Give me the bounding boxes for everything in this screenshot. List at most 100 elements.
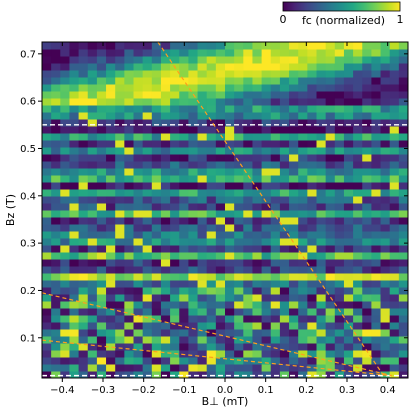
heatmap-cell <box>78 175 89 183</box>
heatmap-cell <box>160 49 171 57</box>
heatmap-cell <box>353 133 363 141</box>
heatmap-cell <box>142 357 153 365</box>
heatmap-cell <box>124 70 134 78</box>
heatmap-cell <box>69 105 80 113</box>
heatmap-cell <box>398 203 409 211</box>
heatmap-cell <box>69 245 80 253</box>
heatmap-cell <box>398 329 409 337</box>
heatmap-cell <box>60 238 70 246</box>
heatmap-cell <box>96 371 107 379</box>
heatmap-cell <box>51 112 61 120</box>
heatmap-cell <box>353 91 363 99</box>
heatmap-cell <box>160 343 171 351</box>
heatmap-cell <box>353 210 363 218</box>
heatmap-cell <box>261 49 272 57</box>
heatmap-cell <box>60 259 70 267</box>
heatmap-cell <box>124 133 134 141</box>
heatmap-cell <box>60 224 70 232</box>
heatmap-cell <box>69 231 80 239</box>
heatmap-cell <box>343 343 354 351</box>
heatmap-cell <box>115 203 125 211</box>
heatmap-cell <box>60 175 70 183</box>
heatmap-cell <box>78 70 89 78</box>
y-tick-label: 0.7 <box>20 49 36 60</box>
heatmap-cell <box>142 273 153 281</box>
heatmap-cell <box>151 84 162 92</box>
heatmap-cell <box>197 287 208 295</box>
heatmap-cell <box>270 112 281 120</box>
heatmap-cell <box>234 147 244 155</box>
heatmap-cell <box>78 350 89 358</box>
heatmap-cell <box>252 357 263 365</box>
heatmap-cell <box>206 280 217 288</box>
heatmap-cell <box>298 308 308 316</box>
heatmap-cell <box>380 308 391 316</box>
heatmap-cell <box>124 364 134 372</box>
heatmap-cell <box>87 245 98 253</box>
heatmap-cell <box>316 133 327 141</box>
heatmap-cell <box>51 252 61 260</box>
heatmap-cell <box>307 175 317 183</box>
heatmap-cell <box>270 364 281 372</box>
heatmap-cell <box>343 329 354 337</box>
heatmap-cell <box>353 336 363 344</box>
heatmap-cell <box>307 77 317 85</box>
heatmap-cell <box>133 91 144 99</box>
heatmap-cell <box>160 133 171 141</box>
heatmap-cell <box>289 63 299 71</box>
heatmap-cell <box>188 196 199 204</box>
heatmap-cell <box>106 112 116 120</box>
heatmap-cell <box>270 259 281 267</box>
heatmap-cell <box>362 84 372 92</box>
heatmap-cell <box>133 49 144 57</box>
heatmap-cell <box>206 203 217 211</box>
heatmap-cell <box>142 329 153 337</box>
heatmap-cell <box>334 63 345 71</box>
heatmap-cell <box>51 63 61 71</box>
heatmap-cell <box>115 294 125 302</box>
heatmap-cell <box>279 252 290 260</box>
heatmap-cell <box>325 210 336 218</box>
heatmap-cell <box>252 350 263 358</box>
heatmap-cell <box>353 308 363 316</box>
heatmap-cell <box>362 70 372 78</box>
heatmap-cell <box>151 105 162 113</box>
heatmap-cell <box>106 273 116 281</box>
heatmap-cell <box>389 336 400 344</box>
heatmap-cell <box>362 294 372 302</box>
heatmap-cell <box>225 140 235 148</box>
heatmap-cell <box>243 266 253 274</box>
heatmap-cell <box>243 42 253 50</box>
heatmap-cell <box>170 189 180 197</box>
heatmap-cell <box>298 280 308 288</box>
heatmap-cell <box>42 112 52 120</box>
heatmap-cell <box>298 210 308 218</box>
diagonal-dashed-line <box>42 292 392 377</box>
heatmap-cell <box>252 161 263 169</box>
heatmap-cell <box>252 42 263 50</box>
heatmap-cell <box>252 315 263 323</box>
heatmap-cell <box>380 245 391 253</box>
heatmap-cell <box>279 49 290 57</box>
heatmap-cell <box>252 63 263 71</box>
heatmap-cell <box>96 224 107 232</box>
heatmap-cell <box>206 294 217 302</box>
heatmap-cell <box>179 252 189 260</box>
heatmap-cell <box>325 280 336 288</box>
heatmap-cell <box>188 56 199 64</box>
heatmap-cell <box>307 238 317 246</box>
heatmap-cell <box>206 322 217 330</box>
heatmap-cell <box>206 343 217 351</box>
heatmap-cell <box>261 371 272 379</box>
heatmap-cell <box>343 112 354 120</box>
heatmap-cell <box>78 231 89 239</box>
heatmap-cell <box>96 217 107 225</box>
heatmap-cell <box>398 224 409 232</box>
heatmap-cell <box>106 70 116 78</box>
heatmap-cell <box>51 147 61 155</box>
heatmap-cell <box>179 49 189 57</box>
heatmap-cell <box>252 231 263 239</box>
heatmap-cell <box>51 175 61 183</box>
heatmap-cell <box>225 266 235 274</box>
heatmap-cell <box>316 189 327 197</box>
